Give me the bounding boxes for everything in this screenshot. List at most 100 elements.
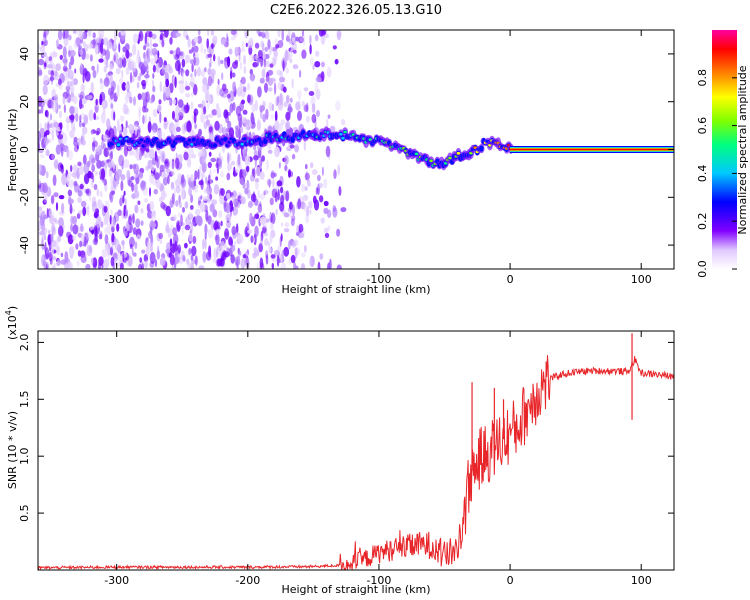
noise-speckle [72, 30, 77, 34]
noise-speckle [269, 197, 274, 206]
noise-speckle [66, 69, 70, 78]
noise-speckle [180, 214, 183, 227]
noise-speckle [207, 53, 213, 58]
noise-speckle [73, 139, 77, 147]
noise-speckle [202, 238, 205, 250]
noise-speckle [314, 34, 319, 42]
noise-speckle [170, 181, 175, 190]
noise-speckle [190, 263, 194, 269]
signal-peak [414, 152, 419, 156]
noise-speckle [242, 254, 247, 259]
noise-speckle [74, 68, 77, 74]
y-tick-label: -40 [18, 236, 31, 254]
noise-speckle [63, 104, 66, 113]
signal-core [479, 145, 484, 152]
noise-speckle [64, 30, 69, 39]
noise-speckle [69, 114, 75, 121]
noise-speckle [253, 145, 257, 151]
noise-speckle [232, 30, 238, 39]
noise-speckle [207, 161, 212, 169]
noise-speckle [183, 151, 189, 161]
noise-speckle [155, 62, 160, 73]
noise-speckle [213, 184, 220, 195]
noise-speckle [305, 102, 309, 113]
noise-speckle [197, 168, 200, 180]
noise-speckle [47, 121, 50, 132]
noise-speckle [288, 30, 291, 40]
noise-speckle [63, 55, 68, 67]
spectrogram-y-label: Frequency (Hz) [6, 109, 19, 192]
noise-speckle [69, 87, 75, 93]
noise-speckle [141, 249, 146, 254]
noise-speckle [52, 174, 57, 187]
noise-speckle [123, 102, 126, 108]
noise-speckle [97, 199, 103, 210]
noise-speckle [122, 54, 125, 61]
noise-speckle [91, 157, 96, 164]
noise-speckle [240, 76, 246, 85]
noise-speckle [98, 58, 104, 63]
noise-speckle [245, 124, 249, 131]
noise-speckle [125, 120, 128, 129]
noise-speckle [285, 120, 291, 132]
noise-speckle [321, 166, 324, 176]
noise-speckle [239, 177, 244, 185]
noise-speckle [242, 109, 248, 115]
noise-speckle [192, 235, 197, 244]
noise-speckle [264, 238, 269, 246]
noise-speckle [190, 101, 194, 110]
noise-speckle [133, 183, 138, 193]
noise-speckle [177, 99, 184, 108]
noise-speckle [205, 209, 209, 221]
noise-speckle [163, 122, 168, 130]
noise-speckle [44, 99, 49, 105]
noise-speckle [218, 210, 223, 218]
noise-speckle [291, 241, 296, 248]
noise-speckle [38, 163, 41, 173]
noise-speckle [243, 86, 247, 93]
noise-speckle [144, 74, 150, 79]
noise-speckle [39, 164, 43, 174]
noise-speckle [62, 46, 67, 59]
noise-speckle [219, 194, 225, 205]
noise-speckle [262, 226, 267, 234]
noise-speckle [271, 188, 278, 198]
noise-speckle [91, 257, 94, 265]
noise-speckle [178, 256, 184, 264]
x-tick-label: 100 [631, 273, 652, 286]
noise-speckle [228, 237, 233, 246]
noise-speckle [340, 118, 346, 126]
noise-speckle [176, 220, 181, 231]
noise-speckle [67, 69, 74, 80]
noise-speckle [257, 86, 262, 98]
noise-speckle [57, 133, 64, 140]
noise-speckle [132, 33, 139, 44]
noise-speckle [256, 30, 261, 34]
noise-speckle [267, 143, 272, 150]
noise-speckle [148, 148, 155, 160]
noise-speckle [261, 155, 266, 162]
noise-speckle [149, 244, 153, 253]
noise-speckle [50, 70, 54, 77]
signal-peak [343, 130, 347, 134]
noise-speckle [188, 247, 192, 256]
noise-speckle [42, 182, 48, 194]
noise-speckle [43, 193, 48, 204]
noise-speckle [115, 171, 121, 183]
noise-speckle [207, 75, 213, 87]
noise-speckle [144, 107, 149, 113]
noise-speckle [246, 165, 250, 173]
noise-speckle [108, 160, 115, 169]
noise-speckle [271, 170, 275, 176]
noise-speckle [66, 174, 70, 186]
noise-speckle [123, 144, 128, 157]
colorbar-tick-label: 0.4 [696, 165, 709, 183]
noise-speckle [309, 255, 315, 267]
noise-speckle [292, 64, 299, 70]
noise-speckle [173, 233, 179, 246]
noise-speckle [122, 194, 125, 204]
noise-speckle [149, 220, 155, 231]
noise-speckle [133, 252, 137, 257]
noise-speckle [103, 65, 107, 73]
noise-speckle [185, 93, 191, 98]
